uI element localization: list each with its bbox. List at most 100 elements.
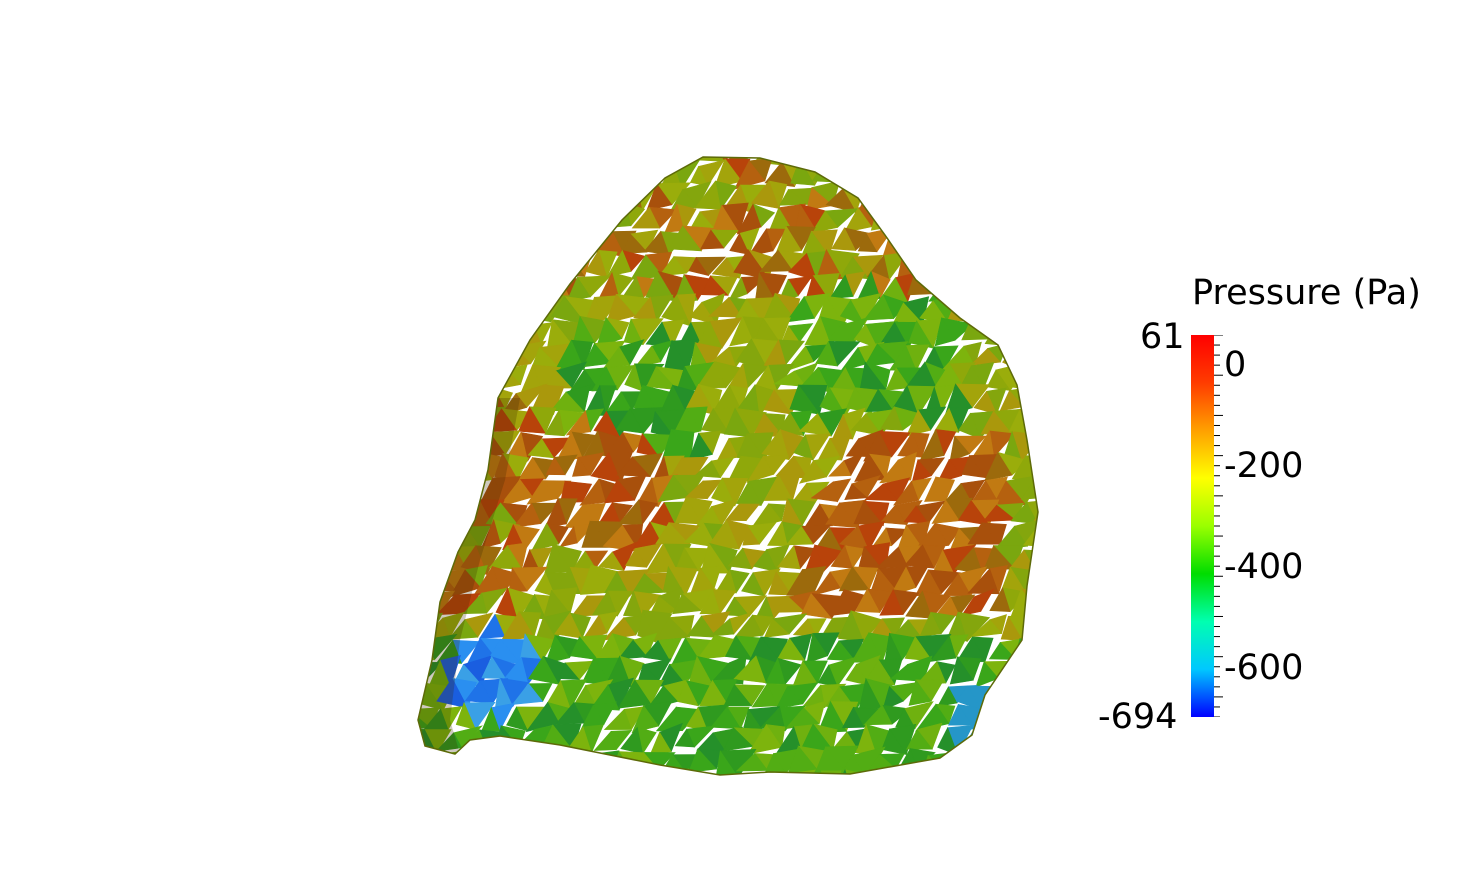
mesh-facet [948, 209, 977, 235]
mesh-facet [418, 522, 445, 548]
mesh-facet [1060, 251, 1093, 278]
mesh-facet [465, 392, 492, 416]
mesh-facet [957, 205, 982, 235]
mesh-facet [475, 750, 506, 775]
mesh-facet [1048, 229, 1071, 252]
mesh-facet [621, 233, 648, 255]
mesh-facet [1012, 157, 1038, 168]
mesh-facet [624, 547, 648, 568]
mesh-facet [1039, 208, 1059, 229]
mesh-facet [763, 389, 792, 415]
mesh-facet [615, 408, 645, 434]
mesh-facet [895, 204, 919, 229]
mesh-facet [421, 159, 451, 190]
mesh-facet [1067, 480, 1088, 506]
mesh-facet [426, 432, 451, 461]
mesh-facet [558, 662, 580, 680]
mesh-facet [418, 385, 443, 417]
mesh-facet [528, 773, 554, 775]
mesh-facet [1050, 452, 1076, 482]
mesh-facet [672, 593, 702, 615]
mesh-facet [418, 181, 443, 208]
mesh-facet [418, 363, 444, 391]
mesh-facet [481, 231, 506, 250]
mesh-facet [858, 157, 887, 168]
mesh-facet [1024, 771, 1038, 775]
mesh-facet [447, 227, 480, 258]
mesh-facet [1000, 745, 1029, 775]
mesh-facet [447, 481, 474, 503]
mesh-facet [868, 157, 891, 188]
mesh-facet [995, 157, 1030, 160]
mesh-facet [421, 363, 457, 392]
mesh-facet [768, 571, 792, 596]
mesh-facet [571, 595, 598, 617]
mesh-facet [759, 249, 794, 273]
mesh-facet [491, 299, 519, 318]
mesh-facet [946, 167, 977, 189]
mesh-facet [688, 301, 718, 326]
mesh-facet [644, 776, 668, 800]
mesh-facet [481, 210, 510, 230]
mesh-facet [997, 207, 1030, 228]
mesh-facet [462, 592, 487, 614]
mesh-facet [677, 157, 700, 162]
mesh-facet [1051, 271, 1071, 300]
mesh-facet [812, 571, 841, 596]
mesh-facet [516, 272, 539, 303]
mesh-facet [657, 474, 692, 502]
mesh-facet [546, 157, 568, 167]
mesh-facet [958, 749, 982, 775]
mesh-facet [505, 252, 535, 281]
mesh-facet [391, 501, 410, 523]
mesh-facet [525, 273, 559, 297]
mesh-facet [955, 280, 987, 301]
mesh-facet [425, 275, 456, 298]
mesh-facet [839, 299, 865, 326]
mesh-facet [418, 391, 422, 417]
mesh-facet [856, 772, 885, 775]
mesh-facet [596, 203, 618, 228]
mesh-facet [1013, 251, 1038, 277]
mesh-facet [1067, 429, 1090, 459]
mesh-facet [1014, 746, 1035, 770]
mesh-facet [439, 506, 466, 523]
mesh-facet [451, 408, 483, 438]
mesh-facet [447, 157, 483, 159]
mesh-facet [500, 294, 534, 320]
mesh-facet [722, 727, 754, 752]
mesh-facet [418, 180, 422, 214]
mesh-facet [812, 746, 847, 775]
mesh-facet [436, 340, 465, 369]
mesh-facet [418, 632, 424, 664]
mesh-facet [418, 499, 431, 524]
mesh-facet [503, 157, 530, 165]
mesh-facet [687, 748, 718, 773]
mesh-facet [790, 158, 816, 186]
mesh-facet [434, 323, 467, 344]
mesh-facet [621, 157, 651, 165]
mesh-facet [1049, 300, 1073, 323]
mesh-facet [558, 774, 584, 775]
mesh-facet [997, 770, 1028, 775]
mesh-facet [799, 770, 831, 775]
mesh-facet [436, 677, 469, 709]
mesh-facet [699, 588, 721, 615]
mesh-facet [579, 478, 606, 506]
mesh-facet [842, 157, 865, 160]
mesh-facet [558, 182, 583, 212]
mesh-facet [425, 389, 457, 415]
mesh-facet [798, 460, 828, 484]
mesh-facet [879, 406, 904, 431]
mesh-facet [719, 774, 750, 775]
mesh-facet [1059, 664, 1085, 686]
mesh-facet [984, 203, 1014, 228]
mesh-facet [997, 706, 1025, 732]
mesh-facet [832, 157, 851, 160]
mesh-facet [418, 346, 430, 372]
mesh-facet [609, 772, 639, 775]
mesh-facet [919, 157, 946, 164]
mesh-facet [594, 188, 618, 210]
mesh-facet [423, 407, 454, 438]
